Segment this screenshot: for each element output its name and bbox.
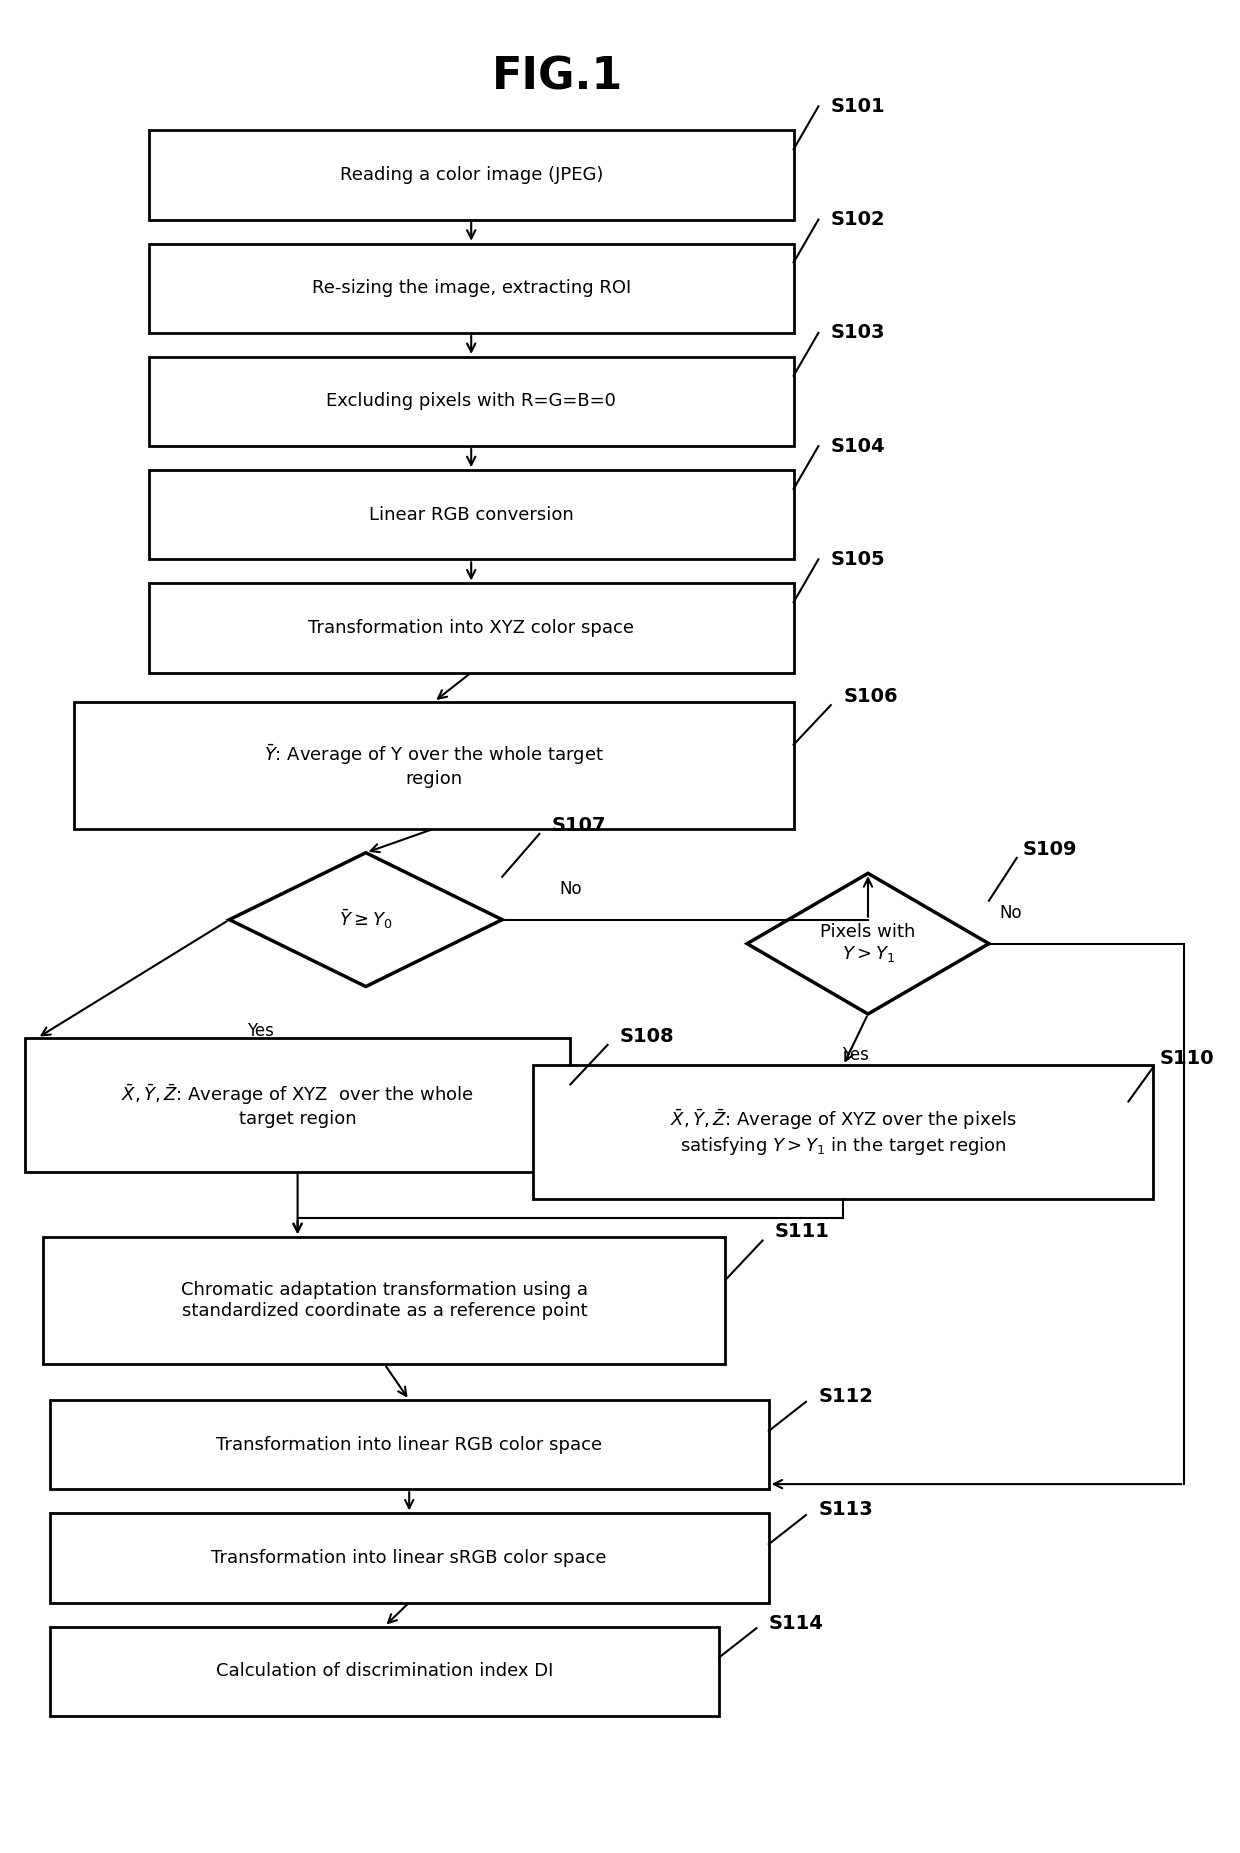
FancyBboxPatch shape [74, 702, 794, 828]
Text: Transformation into linear sRGB color space: Transformation into linear sRGB color sp… [212, 1549, 606, 1568]
Text: Yes: Yes [842, 1047, 869, 1064]
Text: S113: S113 [818, 1501, 873, 1519]
FancyBboxPatch shape [25, 1038, 570, 1171]
Text: S112: S112 [818, 1388, 873, 1406]
Text: Transformation into linear RGB color space: Transformation into linear RGB color spa… [216, 1436, 603, 1453]
FancyBboxPatch shape [50, 1514, 769, 1603]
Text: Linear RGB conversion: Linear RGB conversion [368, 506, 574, 524]
FancyBboxPatch shape [50, 1401, 769, 1490]
Text: S107: S107 [552, 815, 606, 834]
FancyBboxPatch shape [533, 1065, 1153, 1199]
Text: S110: S110 [1159, 1049, 1214, 1067]
Text: Pixels with
$Y>Y_1$: Pixels with $Y>Y_1$ [821, 923, 915, 964]
FancyBboxPatch shape [149, 584, 794, 673]
FancyBboxPatch shape [149, 243, 794, 334]
Text: No: No [559, 880, 582, 897]
Text: S101: S101 [831, 96, 885, 117]
Text: S106: S106 [843, 687, 898, 706]
Text: $\bar{Y}$: Average of Y over the whole target
region: $\bar{Y}$: Average of Y over the whole t… [264, 743, 604, 788]
Text: S103: S103 [831, 324, 885, 343]
Text: Yes: Yes [247, 1023, 274, 1040]
FancyBboxPatch shape [50, 1627, 719, 1716]
Polygon shape [229, 852, 502, 986]
Text: FIG.1: FIG.1 [492, 56, 624, 98]
Text: S104: S104 [831, 437, 885, 456]
Text: Excluding pixels with R=G=B=0: Excluding pixels with R=G=B=0 [326, 393, 616, 411]
Text: S114: S114 [769, 1614, 823, 1632]
Text: Re-sizing the image, extracting ROI: Re-sizing the image, extracting ROI [311, 280, 631, 296]
Text: $\bar{Y}\geq Y_0$: $\bar{Y}\geq Y_0$ [340, 908, 392, 932]
Text: $\bar{X},\bar{Y},\bar{Z}$: Average of XYZ over the pixels
satisfying $Y>Y_1$ in : $\bar{X},\bar{Y},\bar{Z}$: Average of XY… [670, 1108, 1017, 1158]
Text: Reading a color image (JPEG): Reading a color image (JPEG) [340, 167, 603, 183]
Text: S105: S105 [831, 550, 885, 569]
FancyBboxPatch shape [149, 358, 794, 447]
Text: S111: S111 [775, 1223, 830, 1242]
Text: S102: S102 [831, 209, 885, 230]
FancyBboxPatch shape [149, 130, 794, 221]
FancyBboxPatch shape [149, 471, 794, 560]
Text: No: No [999, 904, 1022, 921]
Polygon shape [746, 873, 990, 1014]
Text: S109: S109 [1023, 839, 1078, 858]
Text: Transformation into XYZ color space: Transformation into XYZ color space [309, 619, 634, 637]
FancyBboxPatch shape [43, 1238, 725, 1364]
Text: Calculation of discrimination index DI: Calculation of discrimination index DI [216, 1662, 553, 1681]
Text: Chromatic adaptation transformation using a
standardized coordinate as a referen: Chromatic adaptation transformation usin… [181, 1280, 588, 1319]
Text: S108: S108 [620, 1027, 675, 1045]
Text: $\bar{X},\bar{Y},\bar{Z}$: Average of XYZ  over the whole
target region: $\bar{X},\bar{Y},\bar{Z}$: Average of XY… [122, 1082, 474, 1128]
